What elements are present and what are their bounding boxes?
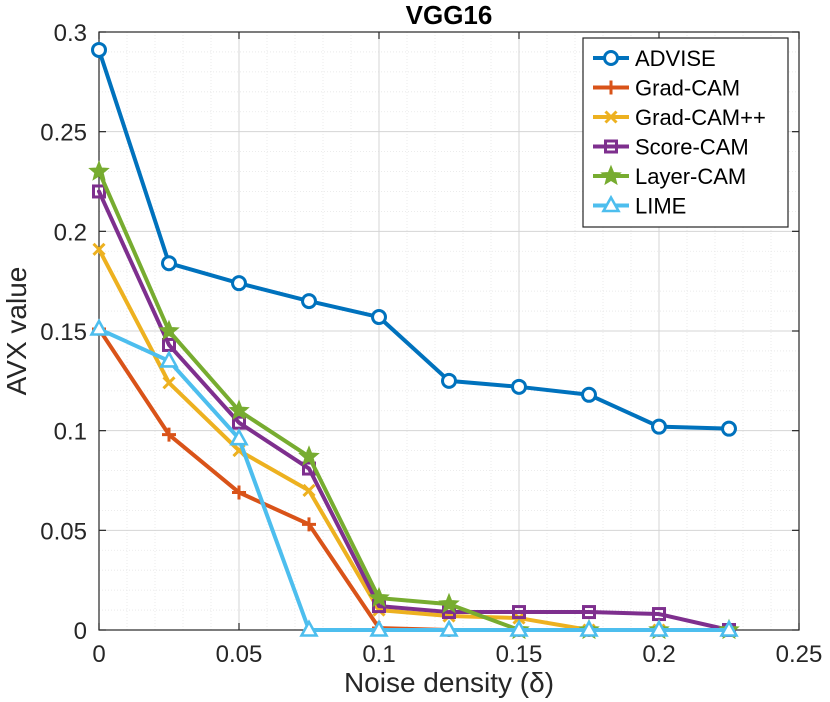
- series-line-score-cam: [97, 189, 731, 632]
- x-tick-label: 0.05: [216, 641, 263, 668]
- x-axis-label: Noise density (δ): [344, 667, 554, 698]
- legend-box: [582, 37, 789, 228]
- data-point-grad-cam: [302, 517, 316, 532]
- legend-entry-layer-cam: Layer-CAM: [593, 164, 746, 189]
- legend-label: ADVISE: [635, 46, 716, 71]
- y-tick-label: 0.2: [54, 219, 87, 246]
- y-tick-label: 0.3: [54, 20, 87, 47]
- axis-ticks: 0 0.05 0.1 0.15 0.2 0.25 0 0.05 0.1 0.15 0.2 0.25 0.…: [40, 20, 822, 668]
- legend-marker: [601, 194, 621, 213]
- legend-label: Grad-CAM++: [635, 105, 766, 130]
- data-point-lime: [509, 619, 529, 637]
- data-point-layer-cam: [158, 319, 180, 341]
- y-tick-label: 0.15: [40, 319, 87, 346]
- data-point-lime: [439, 619, 459, 637]
- y-tick-label: 0.25: [40, 120, 87, 147]
- data-point-lime: [159, 350, 179, 368]
- data-point-advise: [721, 420, 737, 437]
- legend-entry-grad-cam: Grad-CAM: [593, 76, 740, 101]
- data-point-score-cam: [582, 605, 596, 620]
- data-point-advise: [91, 41, 107, 58]
- x-tick-label: 0.15: [496, 641, 543, 668]
- data-point-advise: [371, 309, 387, 326]
- data-point-advise: [511, 378, 527, 395]
- data-point-grad-camplusplus: [302, 483, 316, 498]
- y-axis-label: AVX value: [1, 267, 32, 396]
- legend-entry-lime: LIME: [593, 194, 686, 219]
- legend-entry-grad-camplusplus: Grad-CAM++: [593, 105, 766, 130]
- data-point-lime: [719, 619, 739, 637]
- data-point-score-cam: [512, 605, 526, 620]
- legend-label: Score-CAM: [635, 135, 749, 160]
- data-point-grad-camplusplus: [92, 242, 106, 256]
- data-point-lime: [579, 619, 599, 637]
- series-line-lime: [97, 327, 731, 632]
- y-tick-label: 0: [74, 618, 87, 645]
- legend-marker: [604, 139, 618, 154]
- legend-marker: [604, 110, 618, 124]
- series-line-advise: [97, 47, 731, 431]
- data-point-advise: [231, 275, 247, 292]
- legend-marker: [604, 80, 618, 95]
- x-tick-label: 0.1: [362, 641, 395, 668]
- data-point-grad-cam: [232, 485, 246, 500]
- data-point-advise: [581, 386, 597, 403]
- x-tick-label: 0.25: [776, 641, 823, 668]
- series-advise: [91, 41, 737, 437]
- data-point-lime: [229, 427, 249, 446]
- data-point-lime: [89, 318, 109, 336]
- series-layer: [88, 41, 740, 640]
- legend: ADVISE Grad-CAM Grad-CAM++ Score-CAM Layer-C…: [582, 37, 789, 228]
- data-point-grad-camplusplus: [162, 376, 176, 390]
- x-tick-label: 0: [92, 641, 105, 668]
- data-point-advise: [301, 293, 317, 310]
- legend-label: Layer-CAM: [635, 164, 746, 189]
- y-tick-label: 0.1: [54, 419, 87, 446]
- series-lime: [89, 318, 739, 637]
- data-point-lime: [649, 619, 669, 637]
- data-point-layer-cam: [298, 445, 320, 466]
- data-point-lime: [299, 619, 319, 637]
- legend-entry-advise: ADVISE: [593, 46, 716, 71]
- legend-marker: [603, 50, 619, 66]
- legend-label: Grad-CAM: [635, 76, 740, 101]
- data-point-grad-cam: [162, 427, 176, 442]
- legend-label: LIME: [635, 194, 686, 219]
- data-point-advise: [441, 372, 457, 389]
- chart-title: VGG16: [406, 0, 493, 30]
- legend-entry-score-cam: Score-CAM: [593, 135, 749, 160]
- data-point-lime: [369, 619, 389, 637]
- data-point-advise: [161, 255, 177, 272]
- x-tick-label: 0.2: [642, 641, 675, 668]
- data-point-layer-cam: [88, 160, 110, 181]
- y-tick-label: 0.05: [40, 518, 87, 545]
- data-point-advise: [651, 418, 667, 435]
- data-point-layer-cam: [228, 399, 250, 420]
- data-point-layer-cam: [438, 592, 460, 614]
- legend-marker: [600, 164, 622, 186]
- data-point-layer-cam: [368, 586, 390, 608]
- data-point-score-cam: [92, 184, 106, 199]
